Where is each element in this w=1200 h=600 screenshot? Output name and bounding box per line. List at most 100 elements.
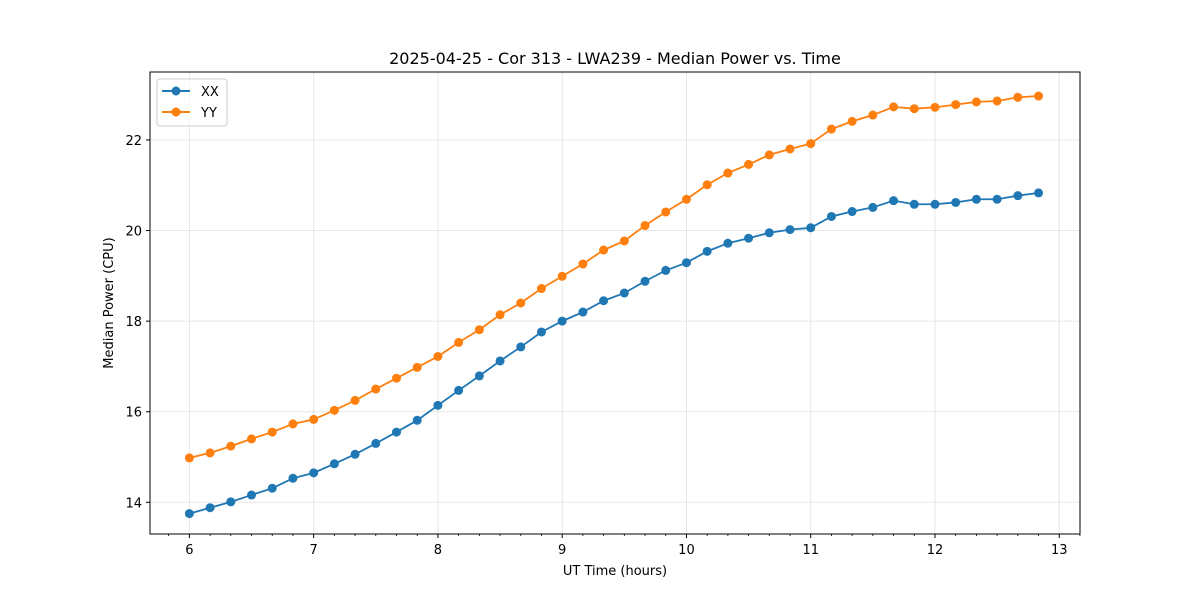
data-point-yy — [909, 104, 919, 114]
data-point-yy — [267, 427, 277, 437]
x-tick-label: 6 — [185, 543, 193, 558]
data-point-yy — [184, 453, 194, 463]
y-tick-label: 14 — [125, 496, 142, 511]
data-point-yy — [557, 271, 567, 281]
legend-label-yy: YY — [200, 106, 217, 121]
data-point-yy — [495, 310, 505, 320]
data-point-xx — [309, 468, 319, 478]
tick-layer: 6 7 8 9 10 11 12 13 14 16 18 20 22 — [125, 134, 1081, 558]
data-point-yy — [433, 351, 443, 361]
data-point-yy — [951, 100, 961, 110]
grid-layer — [150, 72, 1080, 534]
data-point-xx — [557, 316, 567, 326]
data-point-yy — [371, 384, 381, 394]
data-point-yy — [309, 414, 319, 424]
data-point-xx — [226, 497, 236, 507]
data-point-yy — [868, 110, 878, 120]
x-tick-label: 13 — [1051, 543, 1068, 558]
data-point-xx — [826, 211, 836, 221]
x-tick-label: 10 — [678, 543, 695, 558]
x-tick-label: 8 — [434, 543, 442, 558]
y-tick-label: 18 — [125, 315, 142, 330]
y-axis-label: Median Power (CPU) — [102, 237, 117, 368]
data-point-xx — [723, 238, 733, 248]
x-tick-label: 7 — [310, 543, 318, 558]
data-point-xx — [599, 296, 609, 306]
data-point-yy — [226, 441, 236, 451]
data-point-yy — [392, 373, 402, 383]
data-point-yy — [599, 245, 609, 255]
data-point-xx — [1034, 188, 1044, 198]
data-point-xx — [433, 400, 443, 410]
legend-marker-xx — [171, 86, 181, 96]
data-point-xx — [350, 449, 360, 459]
data-point-yy — [744, 159, 754, 169]
data-point-xx — [930, 199, 940, 209]
data-point-xx — [889, 196, 899, 206]
data-point-yy — [329, 405, 339, 415]
data-point-xx — [392, 427, 402, 437]
data-point-xx — [578, 307, 588, 317]
data-point-yy — [205, 448, 215, 458]
legend-label-xx: XX — [201, 85, 219, 100]
chart-title: 2025-04-25 - Cor 313 - LWA239 - Median P… — [389, 49, 841, 68]
data-point-xx — [454, 385, 464, 395]
data-point-xx — [1013, 191, 1023, 201]
data-point-xx — [619, 288, 629, 298]
data-point-xx — [412, 415, 422, 425]
x-axis-label: UT Time (hours) — [563, 564, 667, 579]
plot-frame — [149, 71, 1081, 535]
data-point-yy — [702, 180, 712, 190]
data-point-yy — [992, 96, 1002, 106]
series-line-xx — [189, 192, 1039, 515]
y-tick-label: 16 — [125, 406, 142, 421]
data-point-yy — [288, 419, 298, 429]
data-point-xx — [640, 276, 650, 286]
series-line-yy — [189, 95, 1039, 459]
data-point-xx — [205, 503, 215, 513]
data-point-yy — [764, 150, 774, 160]
data-point-yy — [661, 207, 671, 217]
data-point-xx — [247, 490, 257, 500]
data-point-xx — [951, 197, 961, 207]
data-point-yy — [640, 221, 650, 231]
legend-marker-yy — [171, 107, 181, 117]
legend: XX YY — [156, 78, 228, 127]
data-point-xx — [371, 438, 381, 448]
data-point-yy — [971, 97, 981, 107]
data-point-xx — [495, 356, 505, 366]
data-point-yy — [536, 284, 546, 294]
data-point-xx — [744, 233, 754, 243]
data-point-yy — [826, 124, 836, 134]
data-point-yy — [516, 298, 526, 308]
data-point-yy — [1034, 91, 1044, 101]
data-point-yy — [1013, 92, 1023, 102]
data-point-xx — [785, 225, 795, 235]
data-point-xx — [806, 223, 816, 233]
data-point-xx — [661, 265, 671, 275]
data-point-xx — [516, 342, 526, 352]
data-point-yy — [247, 434, 257, 444]
data-point-yy — [619, 236, 629, 246]
data-point-xx — [288, 473, 298, 483]
data-point-yy — [806, 139, 816, 149]
data-point-xx — [536, 327, 546, 337]
data-point-xx — [184, 509, 194, 519]
data-point-yy — [681, 194, 691, 204]
data-point-yy — [889, 102, 899, 112]
data-point-xx — [474, 371, 484, 381]
x-tick-label: 12 — [927, 543, 944, 558]
series-layer — [184, 91, 1044, 519]
data-point-yy — [723, 168, 733, 178]
data-point-yy — [930, 102, 940, 112]
x-tick-label: 11 — [802, 543, 819, 558]
data-point-yy — [847, 116, 857, 126]
data-point-xx — [992, 194, 1002, 204]
data-point-xx — [267, 483, 277, 493]
data-point-xx — [971, 194, 981, 204]
data-point-xx — [702, 246, 712, 256]
data-point-yy — [474, 325, 484, 335]
data-point-xx — [764, 228, 774, 238]
